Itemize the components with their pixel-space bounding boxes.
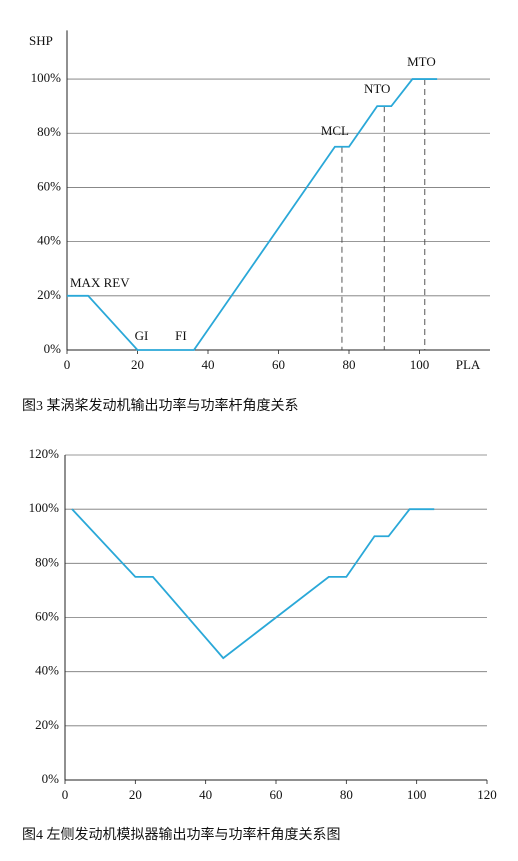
x-tick-label: 20 [129,787,142,802]
x-tick-label: 60 [272,357,285,372]
x-tick-label: 80 [340,787,353,802]
y-tick-label: 20% [37,287,61,302]
x-tick-label: 40 [202,357,215,372]
annotation: GI [135,328,149,343]
y-axis-label: SHP [29,33,53,48]
figure-caption: 图3 某涡桨发动机输出功率与功率杆角度关系 [22,397,299,414]
annotation: FI [175,328,187,343]
annotation: MTO [407,54,436,69]
y-tick-label: 100% [29,500,60,515]
figure-caption: 图4 左侧发动机模拟器输出功率与功率杆角度关系图 [22,826,341,843]
x-tick-label: 20 [131,357,144,372]
y-tick-label: 80% [35,554,59,569]
y-tick-label: 20% [35,717,59,732]
y-tick-label: 40% [37,233,61,248]
x-tick-label: 40 [199,787,212,802]
y-tick-label: 0% [44,341,62,356]
x-tick-label: 100 [407,787,427,802]
x-axis-label: PLA [456,357,481,372]
x-tick-label: 0 [64,357,71,372]
x-tick-label: 0 [62,787,69,802]
y-tick-label: 80% [37,124,61,139]
series-line [67,78,438,351]
y-tick-label: 40% [35,663,59,678]
y-tick-label: 120% [29,446,60,461]
x-tick-label: 60 [270,787,283,802]
x-tick-label: 100 [410,357,430,372]
annotation: MAX REV [70,275,130,290]
series-line [71,508,435,660]
annotation: NTO [364,81,390,96]
annotation: MCL [321,123,349,138]
y-tick-label: 60% [37,178,61,193]
x-tick-label: 80 [343,357,356,372]
y-tick-label: 0% [42,771,60,786]
y-tick-label: 100% [31,70,62,85]
y-tick-label: 60% [35,608,59,623]
x-tick-label: 120 [477,787,497,802]
